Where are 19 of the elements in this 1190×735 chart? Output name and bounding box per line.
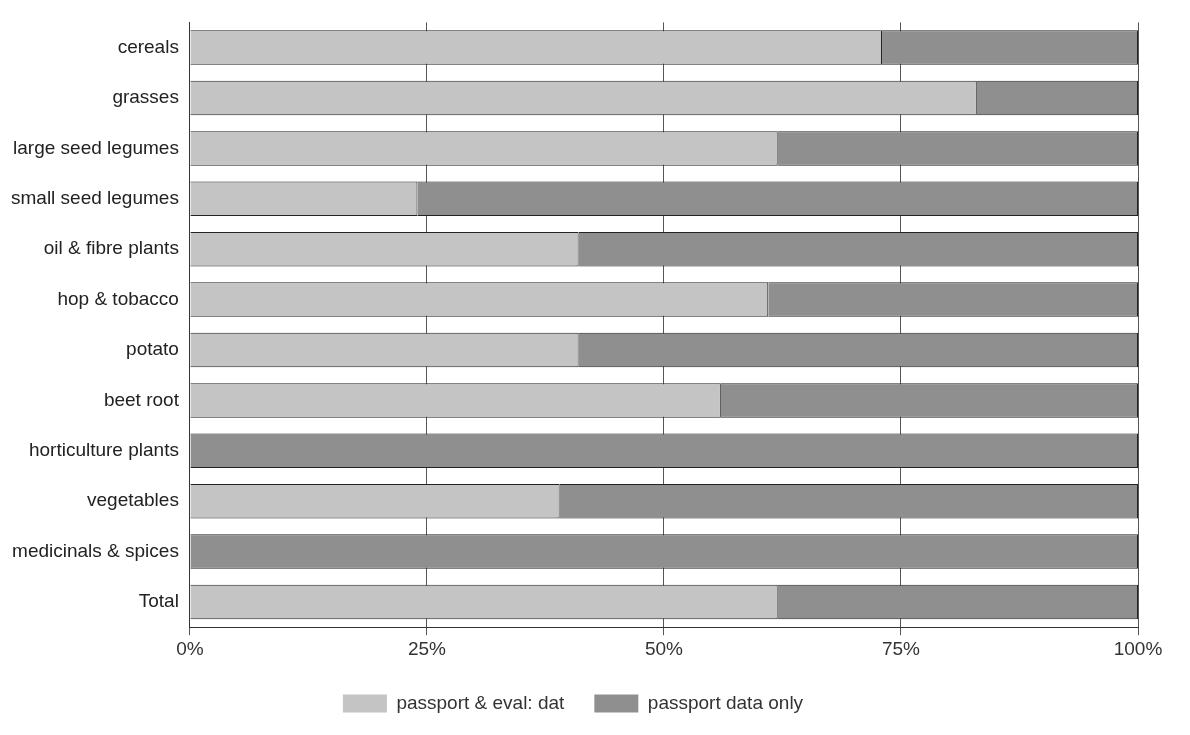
y-tick-label: potato — [126, 338, 179, 360]
legend-label: passport data only — [647, 691, 804, 713]
x-tick-label: 25% — [407, 637, 447, 659]
y-tick-label: grasses — [112, 86, 179, 108]
legend-label: passport & eval: dat — [396, 691, 566, 713]
y-tick-label: small seed legumes — [10, 187, 179, 209]
y-tick-label: large seed legumes — [13, 136, 179, 158]
x-tick-label: 75% — [881, 637, 921, 659]
x-tick-label: 0% — [176, 637, 204, 659]
y-tick-label: vegetables — [87, 489, 179, 511]
y-tick-label: Total — [138, 590, 179, 612]
y-tick-label: medicinals & spices — [12, 539, 179, 561]
x-tick-label: 50% — [644, 637, 684, 659]
x-tick-label: 100% — [1113, 637, 1163, 659]
y-tick-label: horticulture plants — [28, 439, 179, 461]
y-tick-label: oil & fibre plants — [43, 237, 179, 259]
y-tick-label: hop & tobacco — [57, 287, 179, 309]
y-tick-label: beet root — [103, 388, 180, 410]
y-tick-label: cereals — [117, 35, 179, 57]
